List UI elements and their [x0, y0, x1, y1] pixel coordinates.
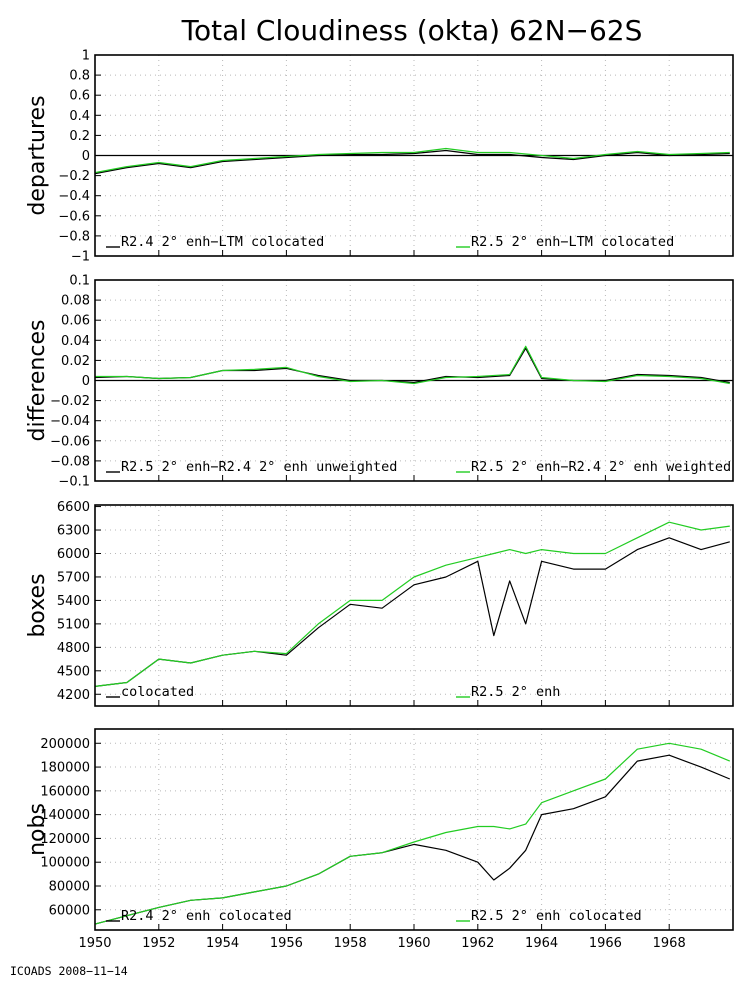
y-axis-label: differences — [25, 320, 50, 442]
chart-title: Total Cloudiness (okta) 62N−62S — [181, 14, 643, 47]
series-line-green — [95, 345, 730, 385]
y-tick-label: 0.8 — [69, 69, 90, 84]
y-tick-label: 0 — [82, 374, 90, 389]
x-tick-label: 1958 — [334, 936, 367, 951]
y-tick-label: −0.8 — [58, 229, 90, 244]
plot-frame — [94, 504, 734, 707]
series-line-black — [94, 537, 730, 687]
y-tick-label: −0.1 — [58, 475, 90, 490]
legend-label: R2.5 2° enh — [471, 684, 560, 700]
x-tick-label: 1956 — [270, 936, 303, 951]
x-tick-label: 1968 — [653, 936, 686, 951]
y-tick-label: 0.02 — [61, 354, 90, 369]
y-tick-label: 120000 — [40, 832, 90, 847]
x-tick-label: 1952 — [142, 936, 175, 951]
legend-label: R2.5 2° enh−LTM colocated — [471, 234, 674, 250]
plot-frame — [94, 728, 734, 931]
y-tick-label: 4500 — [57, 664, 90, 679]
panel-boxes: 6600 6300 6000 5700 5400 5100 4800 4500 4200 boxe… — [25, 500, 734, 707]
y-tick-label: 5700 — [57, 570, 90, 585]
y-tick-label: 0.4 — [69, 109, 90, 124]
series-line-green — [94, 742, 731, 925]
y-tick-label: 140000 — [40, 808, 90, 823]
y-tick-label: 5100 — [57, 617, 90, 632]
series-line-green — [94, 147, 730, 174]
panel-differences: 0.1 0.08 0.06 0.04 0.02 0 −0.02 −0.04 −0.06 −0.08… — [25, 274, 734, 490]
y-tick-label: 0.2 — [69, 129, 90, 144]
legend-label: R2.5 2° enh−R2.4 2° enh weighted — [471, 459, 731, 475]
y-tick-label: 5400 — [57, 594, 90, 609]
y-tick-label: 180000 — [40, 761, 90, 776]
y-tick-label: −0.06 — [50, 434, 90, 449]
y-tick-label: 6000 — [57, 547, 90, 562]
y-tick-label: −0.04 — [50, 414, 90, 429]
plot-frame — [94, 279, 734, 482]
y-tick-label: 0.6 — [69, 89, 90, 104]
y-tick-label: 100000 — [40, 856, 90, 871]
y-tick-label: 80000 — [49, 879, 90, 894]
y-tick-label: 0 — [82, 149, 90, 164]
series-line-black — [94, 754, 731, 925]
y-tick-label: 1 — [82, 49, 90, 64]
panel-departures: 1 0.8 0.6 0.4 0.2 0 −0.2 −0.4 −0.6 −0.8 −1 departur… — [25, 49, 734, 265]
y-axis-label: nobs — [25, 803, 50, 856]
x-tick-label: 1962 — [461, 936, 494, 951]
x-tick-label: 1954 — [206, 936, 239, 951]
y-tick-label: 60000 — [49, 903, 90, 918]
legend-label: R2.4 2° enh−LTM colocated — [121, 234, 324, 250]
legend-label: R2.5 2° enh colocated — [471, 908, 642, 924]
x-tick-label: 1966 — [589, 936, 622, 951]
y-tick-label: 0.06 — [61, 314, 90, 329]
y-tick-label: 0.08 — [61, 294, 90, 309]
y-axis-label: departures — [25, 95, 50, 215]
y-tick-label: −0.02 — [50, 394, 90, 409]
series-line-black — [94, 149, 730, 175]
y-axis-label: boxes — [25, 573, 50, 637]
y-tick-label: −0.4 — [58, 189, 90, 204]
panel-nobs: 200000 180000 160000 140000 120000 100000 8000… — [25, 728, 734, 931]
y-tick-label: −1 — [71, 250, 90, 265]
series-line-green — [94, 521, 730, 687]
x-tick-label: 1950 — [78, 936, 111, 951]
footer-source: ICOADS 2008−11−14 — [10, 964, 128, 978]
x-tick-label: 1964 — [525, 936, 558, 951]
x-tick-label: 1960 — [397, 936, 430, 951]
y-tick-label: 0.1 — [69, 274, 90, 289]
chart-panels: 1 0.8 0.6 0.4 0.2 0 −0.2 −0.4 −0.6 −0.8 −1 departur… — [25, 49, 734, 931]
y-tick-label: 4800 — [57, 641, 90, 656]
y-tick-label: 6600 — [57, 500, 90, 515]
plot-frame — [94, 54, 734, 257]
y-tick-label: −0.2 — [58, 169, 90, 184]
x-axis: 1950 1952 1954 1956 1958 1960 1962 1964 1966 1968 — [78, 936, 685, 951]
legend-label: R2.4 2° enh colocated — [121, 908, 292, 924]
legend-label: colocated — [121, 684, 194, 700]
legend-label: R2.5 2° enh−R2.4 2° enh unweighted — [121, 459, 397, 475]
y-tick-label: −0.6 — [58, 209, 90, 224]
y-tick-label: 4200 — [57, 688, 90, 703]
y-tick-label: 200000 — [40, 737, 90, 752]
y-tick-label: −0.08 — [50, 454, 90, 469]
y-tick-label: 6300 — [57, 524, 90, 539]
y-tick-label: 160000 — [40, 784, 90, 799]
y-tick-label: 0.04 — [61, 334, 90, 349]
